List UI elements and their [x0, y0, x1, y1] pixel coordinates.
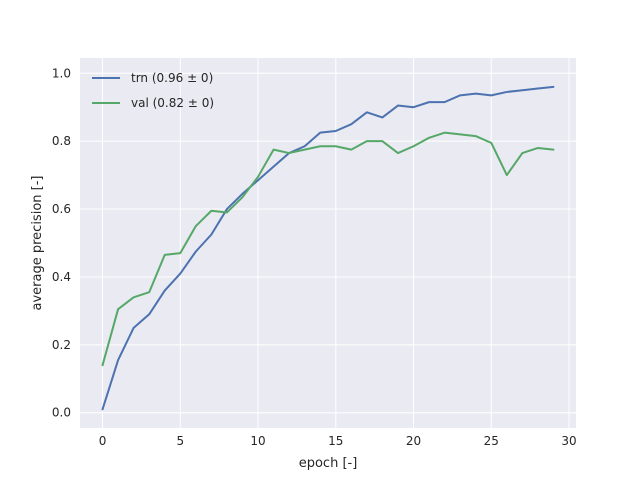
series-line-trn [101, 85, 555, 411]
x-tick-label: 20 [406, 434, 421, 448]
series-layer [101, 85, 555, 411]
x-axis-label: epoch [-] [299, 456, 358, 471]
y-tick-label: 0.6 [52, 202, 71, 216]
plot-area [80, 58, 576, 428]
legend-label: val (0.82 ± 0) [131, 96, 214, 110]
grid-lines [80, 58, 576, 428]
tick-labels: 0 5 10 15 20 25 30 0.0 0.2 0.4 0.6 0.8 1.0 [52, 66, 577, 448]
series-line-val [101, 131, 555, 367]
y-tick-label: 0.2 [52, 338, 71, 352]
x-tick-label: 25 [484, 434, 499, 448]
legend: trn (0.96 ± 0) val (0.82 ± 0) [92, 71, 214, 110]
y-tick-label: 0.4 [52, 270, 71, 284]
y-tick-label: 0.0 [52, 406, 71, 420]
legend-label: trn (0.96 ± 0) [131, 71, 213, 85]
x-tick-label: 30 [561, 434, 576, 448]
y-axis-label: average precision [-] [30, 176, 45, 311]
x-tick-label: 0 [99, 434, 107, 448]
y-tick-label: 0.8 [52, 134, 71, 148]
x-tick-label: 5 [176, 434, 184, 448]
x-tick-label: 15 [328, 434, 343, 448]
x-tick-label: 10 [250, 434, 265, 448]
y-tick-label: 1.0 [52, 66, 71, 80]
